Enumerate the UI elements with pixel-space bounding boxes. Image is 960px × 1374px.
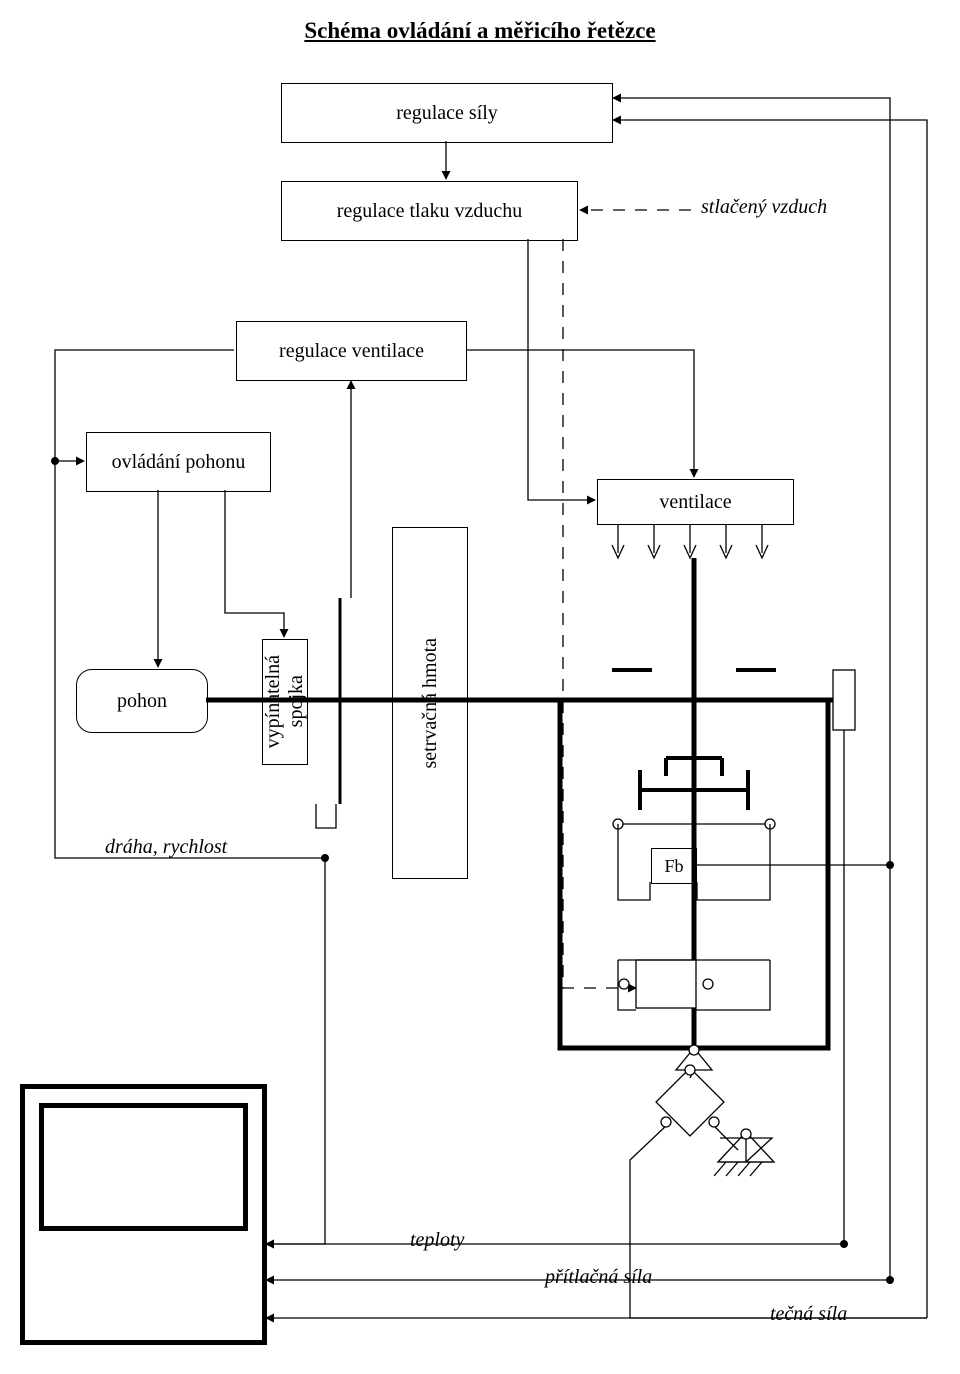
connector-layer <box>0 0 960 1374</box>
